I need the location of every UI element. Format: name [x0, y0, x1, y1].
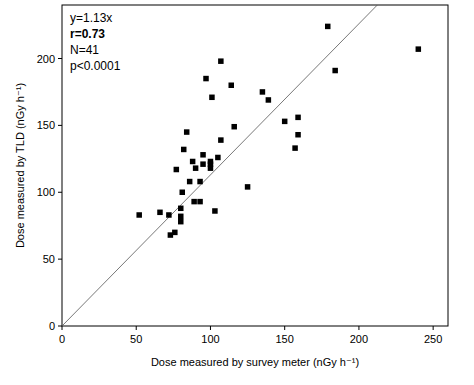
y-tick-label: 50: [43, 253, 55, 265]
point: [203, 76, 209, 82]
point: [245, 184, 251, 190]
point: [187, 179, 193, 185]
plot-frame: [62, 5, 448, 326]
x-tick: [210, 326, 211, 330]
point: [181, 147, 187, 153]
x-tick-label: 0: [59, 333, 65, 345]
point: [157, 210, 163, 216]
point: [184, 129, 190, 135]
x-tick-label: 200: [350, 333, 368, 345]
x-tick-label: 100: [201, 333, 219, 345]
point: [218, 58, 224, 64]
point: [215, 155, 221, 161]
point: [325, 24, 331, 30]
point: [231, 124, 237, 129]
y-tick: [58, 326, 62, 327]
annotation: r=0.73: [70, 27, 105, 41]
x-tick: [433, 326, 434, 330]
point: [228, 83, 234, 89]
point: [260, 89, 266, 95]
point: [295, 132, 301, 138]
point: [332, 68, 338, 74]
point: [292, 145, 298, 151]
point: [178, 214, 184, 220]
point: [172, 230, 178, 236]
point: [197, 179, 203, 185]
fit-line: [62, 5, 448, 326]
point: [136, 212, 142, 218]
point: [212, 208, 218, 214]
x-tick: [358, 326, 359, 330]
y-tick-label: 150: [37, 119, 55, 131]
point: [190, 159, 196, 165]
annotation: N=41: [70, 43, 99, 57]
annotation: y=1.13x: [70, 11, 112, 25]
point: [174, 167, 180, 173]
point: [200, 161, 206, 167]
point: [416, 46, 422, 52]
y-axis-label: Dose measured by TLD (nGy h⁻¹): [14, 83, 26, 248]
point: [180, 190, 186, 196]
point: [218, 137, 224, 143]
point: [178, 206, 184, 212]
point: [200, 152, 206, 158]
plot-area: [62, 5, 448, 326]
x-tick: [136, 326, 137, 330]
x-tick: [62, 326, 63, 330]
point: [295, 115, 301, 121]
y-tick: [58, 259, 62, 260]
x-tick-label: 50: [130, 333, 142, 345]
point: [209, 95, 215, 101]
y-tick: [58, 192, 62, 193]
x-tick-label: 250: [424, 333, 442, 345]
x-tick: [284, 326, 285, 330]
y-tick: [58, 58, 62, 59]
y-tick-label: 0: [49, 320, 55, 332]
y-tick-label: 200: [37, 53, 55, 65]
point: [166, 212, 172, 218]
x-axis-label: Dose measured by survey meter (nGy h⁻¹): [151, 356, 359, 368]
point: [193, 165, 199, 171]
annotation: p<0.0001: [70, 59, 121, 73]
point: [208, 159, 214, 165]
y-tick: [58, 125, 62, 126]
point: [191, 199, 197, 205]
point: [197, 199, 203, 205]
point: [178, 219, 184, 225]
chart: 0 50 100 150 200 250 0 50 100 150 200 Dose measured…: [0, 0, 474, 385]
point: [282, 119, 288, 125]
y-tick-label: 100: [37, 186, 55, 198]
point: [266, 97, 272, 103]
x-tick-label: 150: [276, 333, 294, 345]
